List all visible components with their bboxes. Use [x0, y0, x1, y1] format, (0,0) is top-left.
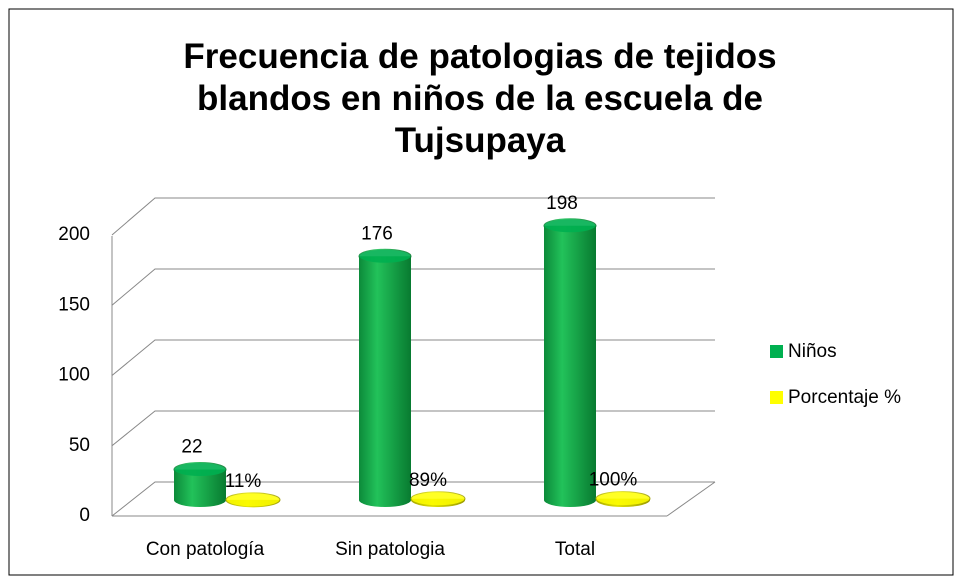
- floor-right: [666, 481, 716, 517]
- cylinder-body: [359, 256, 411, 507]
- x-tick-label: Total: [555, 539, 595, 560]
- cylinder-top: [173, 462, 227, 478]
- value-label: 22: [181, 437, 202, 458]
- chart-title: Frecuencia de patologias de tejidos blan…: [183, 37, 777, 160]
- y-tick-label: 100: [58, 365, 90, 386]
- y-tick-label: 150: [58, 294, 90, 315]
- cylinder-top: [358, 248, 412, 264]
- x-tick-label: Sin patologia: [335, 539, 445, 560]
- cylinder-top: [225, 492, 281, 508]
- grid-line: [111, 410, 715, 447]
- grid-line: [111, 339, 715, 376]
- cylinder-top: [595, 491, 651, 507]
- value-label: 89%: [409, 470, 447, 491]
- grid-line: [111, 481, 715, 517]
- x-tick-label: Con patología: [146, 539, 265, 560]
- chart-border: [8, 8, 954, 576]
- legend-label: Porcentaje %: [788, 387, 901, 408]
- legend-swatch: [770, 391, 783, 404]
- cylinder-top: [543, 218, 597, 234]
- grid-line: [111, 197, 715, 236]
- y-tick-label: 0: [79, 505, 90, 526]
- cylinder-top: [410, 491, 466, 507]
- cylinder-body: [544, 225, 596, 507]
- value-label: 198: [546, 193, 578, 214]
- value-label: 176: [361, 223, 393, 244]
- y-tick-label: 200: [58, 224, 90, 245]
- grid-line: [111, 268, 715, 306]
- y-tick-label: 50: [69, 435, 90, 456]
- value-label: 100%: [589, 470, 638, 491]
- legend-swatch: [770, 345, 783, 358]
- cylinder-body: [174, 469, 226, 507]
- value-label: 11%: [225, 471, 262, 492]
- legend-label: Niños: [788, 341, 837, 362]
